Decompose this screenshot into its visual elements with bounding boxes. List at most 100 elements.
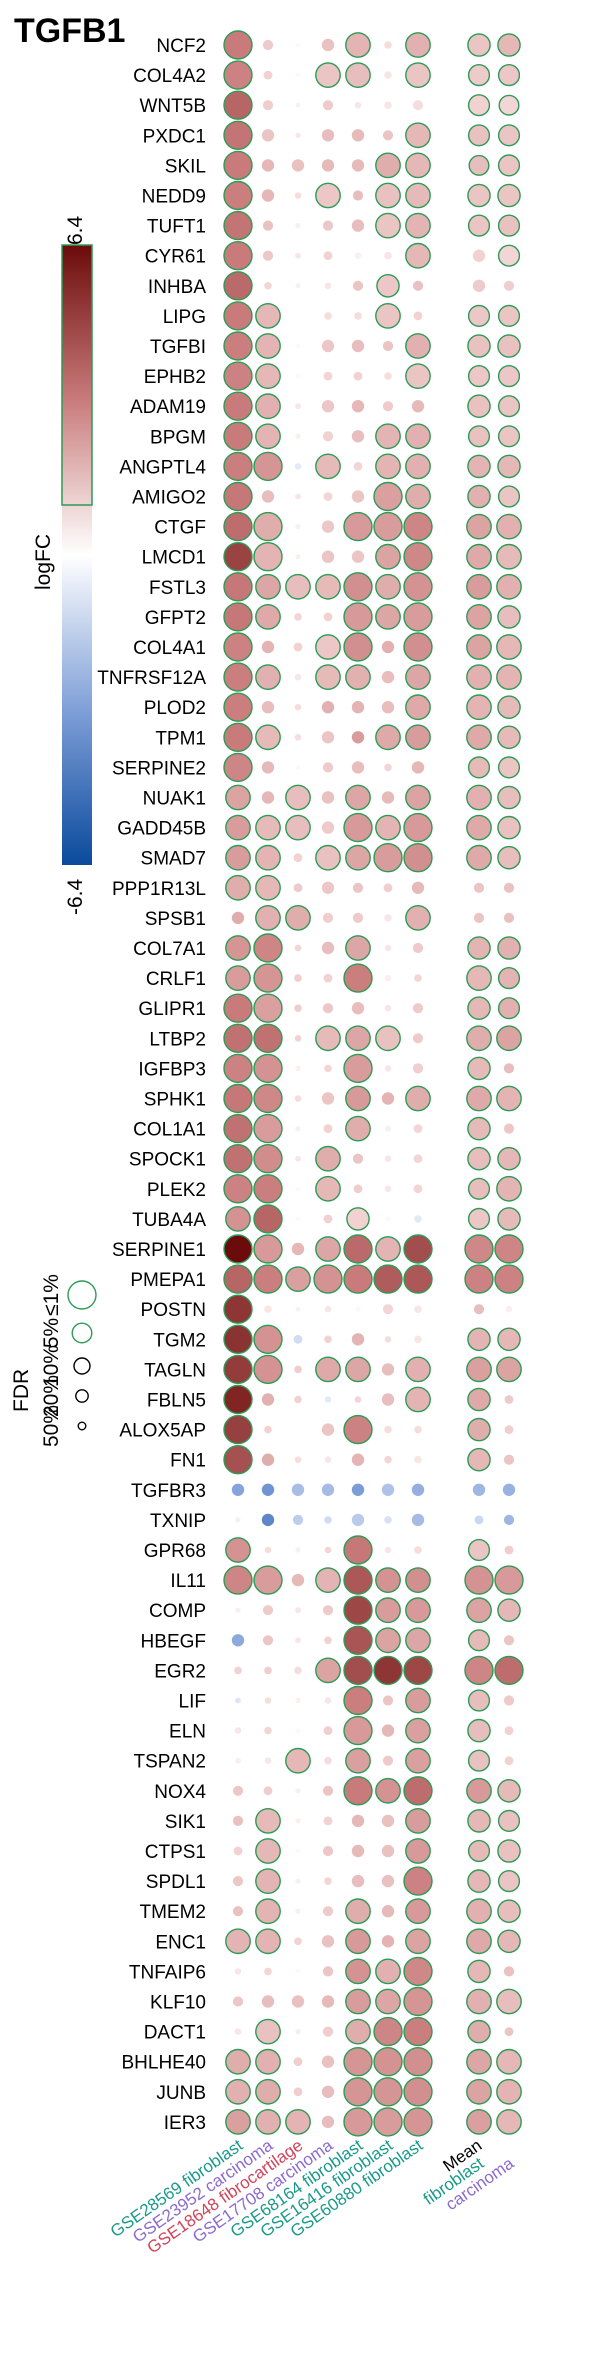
dot [466, 573, 492, 600]
gene-label: TNFAIP6 [129, 1962, 206, 1983]
dot [295, 1818, 301, 1824]
dot [223, 1384, 253, 1415]
gene-label: ENC1 [155, 1932, 206, 1953]
dot [381, 1483, 395, 1497]
dot [467, 454, 491, 479]
dot [343, 632, 373, 662]
dot [235, 1607, 241, 1613]
dot [223, 271, 253, 301]
dot [466, 1085, 492, 1112]
dot [234, 2028, 242, 2035]
dot [291, 1573, 305, 1587]
gene-label: SKIL [165, 156, 206, 177]
dot [295, 1969, 301, 1974]
dot [264, 1726, 272, 1735]
dot [414, 1455, 422, 1464]
dot [351, 1814, 365, 1828]
dot [323, 1726, 333, 1735]
dot [235, 1697, 241, 1704]
dot [403, 1264, 433, 1294]
dot [295, 1637, 301, 1644]
dot [466, 1597, 492, 1624]
dot [467, 1207, 491, 1230]
dot [343, 812, 373, 843]
dot [322, 1966, 334, 1977]
dot [352, 190, 364, 201]
dot [346, 1207, 370, 1231]
dot [352, 882, 364, 893]
dot [354, 312, 362, 320]
dot [315, 1145, 341, 1172]
dot [405, 212, 431, 239]
dot [223, 180, 253, 211]
dot [295, 1306, 301, 1312]
dot [503, 1966, 515, 1977]
dot [345, 1025, 371, 1052]
dot [295, 524, 301, 530]
dot [405, 62, 431, 88]
chart-title: TGFB1 [14, 12, 125, 50]
dot [376, 273, 400, 298]
dot [384, 251, 392, 260]
dot [324, 1516, 332, 1524]
dot [466, 1898, 492, 1925]
dot [405, 453, 431, 480]
dot [351, 219, 365, 232]
dot [223, 391, 253, 421]
dot [497, 695, 521, 720]
dot [405, 182, 431, 209]
dot [321, 38, 335, 52]
dot [223, 1143, 253, 1174]
dot [343, 1685, 373, 1716]
dot [323, 251, 333, 261]
dot [382, 1304, 394, 1315]
dot [321, 941, 335, 955]
dot [497, 1929, 521, 1954]
dot [497, 1839, 521, 1863]
dot [384, 763, 392, 772]
dot [223, 511, 253, 542]
gene-label: WNT5B [140, 96, 207, 117]
gene-label: CRLF1 [146, 969, 206, 990]
dot [496, 1025, 522, 1052]
dot [223, 1174, 253, 1204]
dot [294, 1035, 302, 1042]
dot [384, 1425, 392, 1434]
dot [253, 993, 283, 1023]
dot [467, 183, 491, 208]
dot [403, 812, 433, 843]
size-legend: FDR ≤1%5%10%20%50% [10, 1274, 97, 1447]
dot [467, 1417, 491, 1442]
dot [494, 1655, 524, 1686]
dot [497, 1327, 521, 1352]
dot [295, 223, 301, 229]
dot [403, 1234, 433, 1264]
dot [411, 881, 425, 894]
gene-label: LIF [179, 1692, 206, 1713]
dot [503, 1695, 515, 1706]
dot [255, 1868, 281, 1895]
dot [323, 1816, 333, 1826]
dot [381, 1092, 395, 1105]
dot [253, 1083, 283, 1114]
dot [253, 1204, 283, 1234]
dot [294, 1004, 302, 1012]
dot [323, 1214, 333, 1224]
dot [352, 1153, 364, 1164]
dot [381, 1363, 395, 1376]
gene-label: CTGF [154, 518, 206, 539]
dot [261, 490, 275, 503]
gene-label: CTPS1 [145, 1842, 206, 1863]
color-legend-bar [62, 245, 92, 865]
dot [405, 333, 431, 359]
dot [504, 1545, 514, 1555]
gene-label: CYR61 [145, 247, 206, 268]
dot [403, 2046, 433, 2077]
dot [351, 490, 365, 503]
dot [375, 152, 401, 179]
dot [466, 513, 492, 540]
dot [315, 573, 341, 600]
dot [264, 282, 272, 290]
size-legend-label: 50% [40, 1405, 63, 1447]
dot [253, 1324, 283, 1355]
